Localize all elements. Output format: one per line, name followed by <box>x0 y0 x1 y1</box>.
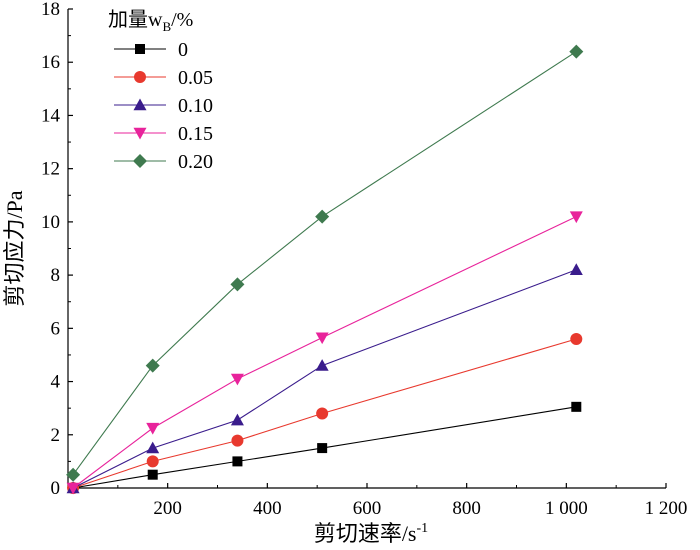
data-point <box>232 456 243 467</box>
data-point <box>315 332 329 345</box>
data-point <box>569 44 584 59</box>
legend-swatch-marker <box>133 154 147 168</box>
y-tick-label: 2 <box>51 425 61 446</box>
x-tick-label: 800 <box>452 498 481 519</box>
legend-swatch-marker <box>135 44 145 54</box>
data-point <box>231 434 244 447</box>
legend-label: 0 <box>178 39 188 61</box>
y-tick-label: 18 <box>41 0 60 20</box>
x-tick-label: 1 000 <box>545 498 588 519</box>
legend-item: 0.10 <box>114 95 213 117</box>
y-tick-label: 4 <box>51 372 61 393</box>
series-0.05 <box>67 332 583 494</box>
data-point <box>570 332 583 345</box>
legend-label: 0.20 <box>178 151 213 173</box>
y-tick-label: 16 <box>41 52 60 73</box>
legend-label: 0.15 <box>178 123 213 145</box>
data-point <box>230 413 244 426</box>
x-axis-title-superscript: -1 <box>417 521 429 536</box>
data-point <box>146 422 160 435</box>
legend-item: 0.05 <box>114 67 213 89</box>
x-tick-label: 200 <box>153 498 182 519</box>
data-point <box>146 441 160 454</box>
data-point <box>571 401 582 412</box>
x-tick-label: 1 200 <box>645 498 688 519</box>
legend-label: 0.10 <box>178 95 213 117</box>
series-0.20 <box>66 44 584 482</box>
x-tick-label: 400 <box>253 498 282 519</box>
legend-label: 0.05 <box>178 67 213 89</box>
data-point <box>230 277 245 292</box>
y-tick-label: 8 <box>51 265 61 286</box>
legend-title-main: 加量w <box>108 8 163 31</box>
data-point <box>230 373 244 386</box>
legend-swatch-marker <box>133 98 147 111</box>
series-0.15 <box>66 211 583 495</box>
data-point <box>569 211 583 224</box>
data-point <box>146 455 159 468</box>
data-point <box>315 359 329 371</box>
y-tick-label: 6 <box>51 318 61 339</box>
legend-item: 0.15 <box>114 123 213 145</box>
data-point <box>315 209 330 224</box>
y-tick-label: 12 <box>41 159 60 180</box>
y-axis-title: 剪切应力/Pa <box>2 190 27 306</box>
data-point <box>316 407 329 420</box>
data-point <box>66 467 81 482</box>
legend-title-subscript: B <box>162 19 171 34</box>
data-point <box>569 263 583 275</box>
legend-item: 0.20 <box>114 151 213 173</box>
legend-title-tail: /% <box>171 9 193 31</box>
x-axis-title-text: 剪切速率/s <box>314 521 417 546</box>
y-tick-label: 14 <box>41 105 61 126</box>
data-point <box>145 358 160 373</box>
legend-swatch-marker <box>134 71 146 83</box>
data-point <box>317 443 328 454</box>
legend-title: 加量wB/% <box>108 8 193 34</box>
legend-item: 0 <box>114 39 188 61</box>
x-tick-label: 600 <box>353 498 382 519</box>
series-line <box>72 269 577 489</box>
data-point <box>147 469 158 480</box>
data-point <box>66 482 80 495</box>
y-tick-label: 10 <box>41 212 60 233</box>
legend-swatch-marker <box>133 127 147 140</box>
x-axis-title: 剪切速率/s-1 <box>314 521 428 546</box>
y-tick-label: 0 <box>51 478 61 499</box>
